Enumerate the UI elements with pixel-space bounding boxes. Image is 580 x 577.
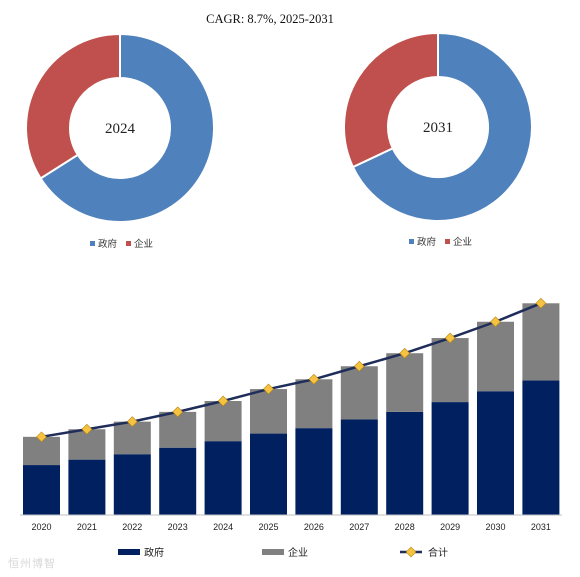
donut-center-label-2031: 2031 bbox=[423, 120, 453, 136]
legend-label-ent: 企业 bbox=[453, 236, 472, 248]
legend-label-gov: 政府 bbox=[417, 236, 437, 248]
bar-ent-2031 bbox=[522, 303, 560, 381]
legend-label-total: 合计 bbox=[428, 546, 448, 559]
total-marker-2024 bbox=[217, 395, 229, 407]
x-tick-label: 2022 bbox=[122, 522, 142, 532]
legend-swatch-ent bbox=[445, 239, 450, 244]
bar-gov-2023 bbox=[159, 447, 197, 515]
total-line bbox=[41, 302, 542, 439]
bar-ent-2022 bbox=[113, 421, 151, 455]
total-marker-2026 bbox=[308, 373, 320, 385]
legend-swatch-ent-bar bbox=[262, 549, 284, 555]
bar-gov-2026 bbox=[295, 428, 333, 515]
x-tick-label: 2030 bbox=[485, 522, 505, 532]
bar-gov-2020 bbox=[23, 465, 60, 515]
bar-ent-2023 bbox=[159, 411, 197, 448]
bar-gov-2025 bbox=[250, 433, 287, 515]
cagr-title: CAGR: 8.7%, 2025-2031 bbox=[206, 12, 334, 26]
legend-swatch-gov bbox=[90, 241, 95, 246]
x-tick-label: 2028 bbox=[395, 522, 415, 532]
donut-slice-gov bbox=[39, 32, 215, 223]
total-marker-2027 bbox=[353, 360, 365, 372]
bar-gov-2024 bbox=[204, 441, 242, 515]
legend-label-ent-bar: 企业 bbox=[288, 546, 308, 559]
donut-slice-ent bbox=[25, 32, 121, 180]
donut-slice-gov bbox=[351, 31, 533, 222]
donut-chart-2024: 2024 bbox=[25, 32, 215, 223]
total-marker-2030 bbox=[490, 316, 501, 328]
legend-label-gov: 政府 bbox=[98, 238, 118, 250]
stacked-bar-chart: 2020 2021 2022 2023 2024 2025 2026 2027 2028 2029… bbox=[20, 297, 562, 559]
legend-swatch-gov-bar bbox=[118, 549, 140, 555]
bar-ent-2029 bbox=[431, 338, 469, 403]
bar-gov-2022 bbox=[113, 454, 151, 515]
donut-legend-2031: 政府 企业 bbox=[409, 236, 472, 248]
x-tick-label: 2025 bbox=[258, 522, 278, 532]
total-marker-2022 bbox=[126, 416, 138, 428]
bar-gov-2030 bbox=[477, 391, 514, 515]
bar-ent-2025 bbox=[250, 389, 287, 434]
total-marker-2020 bbox=[36, 431, 47, 443]
total-marker-2031 bbox=[535, 297, 547, 309]
bar-gov-2029 bbox=[431, 402, 469, 515]
bar-ent-2026 bbox=[295, 379, 333, 429]
donut-center-label-2024: 2024 bbox=[105, 121, 136, 137]
donut-slice-ent bbox=[343, 31, 439, 169]
legend-marker-total bbox=[405, 546, 417, 558]
legend-label-ent: 企业 bbox=[134, 238, 153, 250]
legend-label-gov-bar: 政府 bbox=[144, 546, 164, 559]
x-tick-label: 2029 bbox=[440, 522, 460, 532]
donut-legend-2024: 政府 企业 bbox=[90, 238, 153, 250]
bar-ent-2027 bbox=[340, 366, 378, 420]
x-tick-label: 2021 bbox=[77, 522, 97, 532]
legend-swatch-gov bbox=[409, 239, 414, 244]
total-marker-2025 bbox=[263, 383, 274, 395]
watermark: 恒州博智 bbox=[8, 558, 56, 570]
x-tick-label: 2023 bbox=[168, 522, 188, 532]
donut-chart-2031: 2031 bbox=[343, 31, 533, 222]
total-marker-2028 bbox=[399, 347, 411, 359]
bar-ent-2030 bbox=[477, 321, 514, 392]
bar-gov-2027 bbox=[340, 419, 378, 515]
legend-swatch-ent bbox=[126, 241, 131, 246]
x-tick-label: 2027 bbox=[349, 522, 369, 532]
total-marker-2023 bbox=[172, 406, 184, 418]
bar-gov-2031 bbox=[522, 380, 560, 515]
x-tick-label: 2020 bbox=[31, 522, 51, 532]
total-marker-2021 bbox=[81, 423, 93, 435]
x-tick-label: 2031 bbox=[531, 522, 551, 532]
total-marker-2029 bbox=[444, 332, 456, 344]
bar-ent-2024 bbox=[204, 401, 242, 442]
x-tick-label: 2024 bbox=[213, 522, 233, 532]
bar-ent-2028 bbox=[386, 353, 424, 412]
bar-gov-2028 bbox=[386, 411, 424, 515]
bar-gov-2021 bbox=[68, 459, 106, 515]
x-tick-label: 2026 bbox=[304, 522, 324, 532]
